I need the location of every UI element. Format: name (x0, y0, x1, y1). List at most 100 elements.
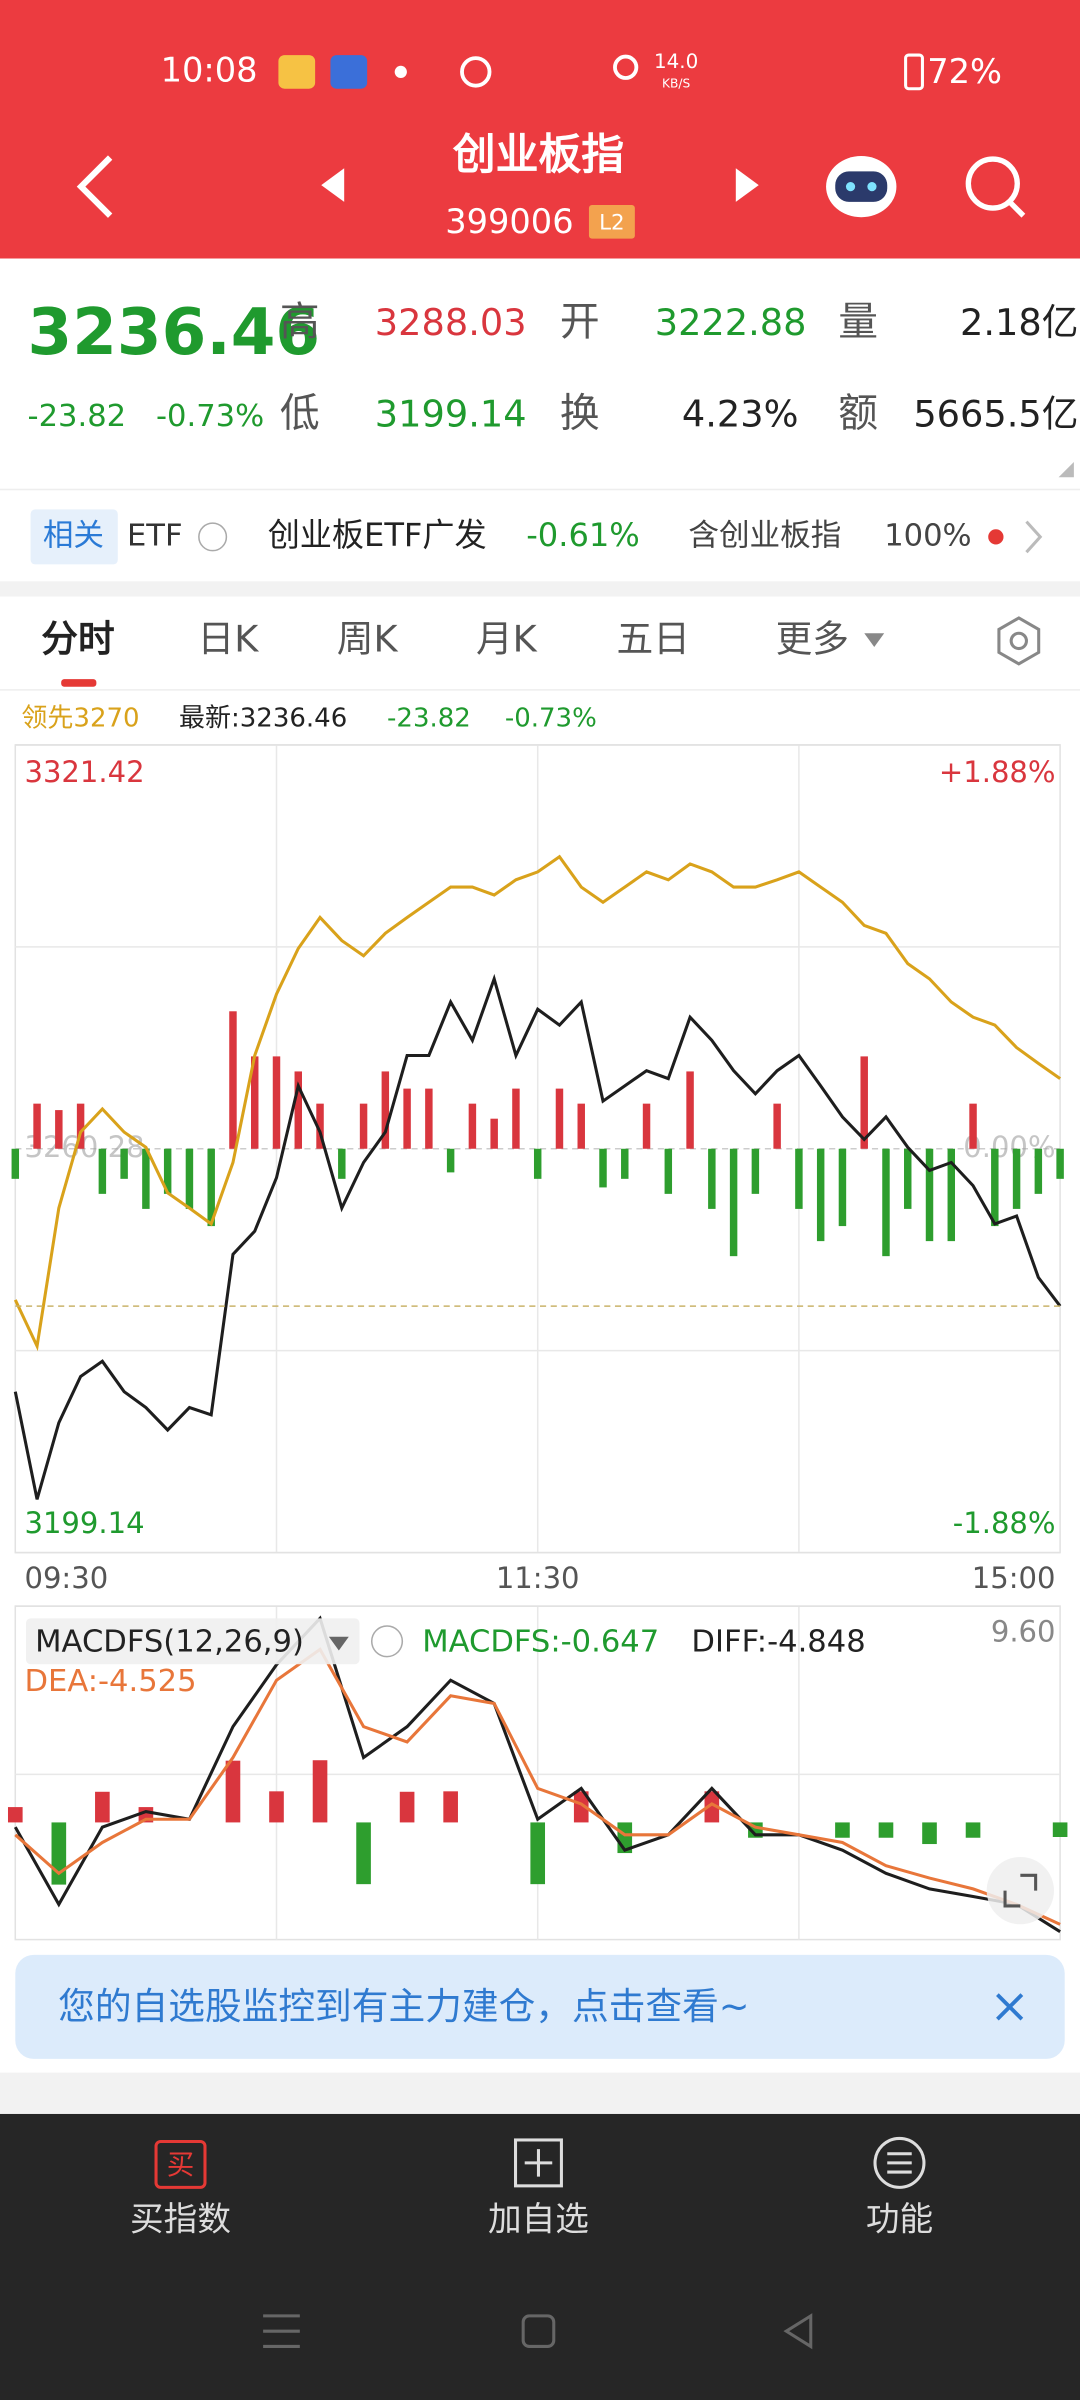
bar (530, 1822, 546, 1885)
bar (312, 1760, 328, 1823)
tab-indicator (61, 679, 97, 687)
banner-close[interactable] (996, 1993, 1024, 2021)
bar (120, 1148, 128, 1179)
net-speed: 14.0 (654, 50, 698, 73)
change-pct: -0.73% (156, 399, 264, 434)
tab[interactable]: 五日 (616, 617, 689, 660)
title: 创业板指 (453, 130, 624, 180)
bar (225, 1760, 241, 1823)
status-dot (394, 65, 407, 79)
bar (163, 1148, 172, 1194)
chevron[interactable] (1025, 520, 1043, 554)
prev-button[interactable] (321, 168, 345, 202)
status-icon (278, 55, 316, 89)
bar (969, 1103, 977, 1149)
red-dot (988, 529, 1004, 545)
line (13, 973, 1062, 1500)
search-handle (1007, 200, 1026, 218)
menu-icon (873, 2136, 926, 2189)
battery: 72% (927, 52, 1002, 91)
nav-item[interactable]: 买指数 (130, 2200, 231, 2239)
bar (642, 1103, 651, 1149)
bar (229, 1011, 237, 1149)
bar (708, 1148, 716, 1209)
bar (686, 1071, 694, 1149)
bar (904, 1148, 912, 1209)
sys-home[interactable] (521, 2314, 556, 2348)
bar (98, 1148, 107, 1194)
macd-chart: 9.60 MACDFS(12,26,9) MACDFS:-0.647 DIFF:-4.… (7, 1605, 1068, 1941)
tab[interactable]: 更多 (776, 617, 849, 660)
holding-label: 含创业板指 (688, 518, 841, 553)
tab[interactable]: 日K (198, 617, 260, 660)
battery-icon (904, 53, 924, 91)
legend: 最新:3236.46 (179, 703, 347, 733)
expand-button[interactable] (986, 1856, 1054, 1925)
bar (860, 1056, 868, 1149)
field-value: 3199.14 (375, 393, 527, 436)
etf-name[interactable]: 创业板ETF广发 (268, 516, 487, 554)
sys-menu[interactable] (263, 2314, 300, 2348)
gap (0, 581, 1080, 597)
bar (965, 1822, 981, 1838)
x-tick-label: 15:00 (972, 1561, 1056, 1595)
field-label: 换 (560, 391, 600, 437)
help-icon[interactable] (370, 1625, 404, 1658)
change: -23.82 (28, 399, 127, 434)
x-tick-label: 11:30 (496, 1561, 580, 1595)
bar (443, 1791, 458, 1823)
back-button[interactable] (76, 155, 113, 218)
badge-bg (588, 204, 635, 239)
nav-item[interactable]: 加自选 (488, 2200, 589, 2239)
bar (33, 1103, 41, 1149)
status-icon (330, 55, 368, 89)
bar (399, 1791, 415, 1823)
bar (599, 1148, 607, 1188)
bar (751, 1148, 760, 1194)
bar (338, 1148, 346, 1179)
bar (773, 1103, 781, 1149)
bar (142, 1148, 150, 1209)
etf-type: ETF (127, 518, 183, 553)
banner[interactable]: 您的自选股监控到有主力建仓，点击查看~ (58, 1985, 749, 2028)
intraday-chart: 领先3270 最新:3236.46 -23.82 -0.73%3321.423260.… (11, 703, 1064, 1595)
header-bg (0, 0, 1080, 259)
help-icon[interactable] (198, 522, 228, 552)
bar (664, 1148, 673, 1194)
expand-icon (1003, 1873, 1038, 1908)
y2-tick-label: -1.88% (953, 1506, 1056, 1540)
sys-back[interactable] (783, 2313, 813, 2350)
tab[interactable]: 周K (337, 617, 399, 660)
bar (621, 1148, 629, 1179)
bar (51, 1822, 67, 1885)
bar (381, 1071, 390, 1149)
bar (925, 1148, 934, 1242)
badge: L2 (599, 210, 625, 235)
search-button[interactable] (965, 156, 1020, 211)
tabs: 分时 日K 周K 月K 五日 更多 (41, 617, 849, 660)
field-label: 量 (838, 299, 878, 345)
line (13, 854, 1061, 1352)
indicator-select[interactable] (26, 1618, 360, 1665)
status-time: 10:08 (161, 50, 258, 89)
bar (468, 1103, 477, 1149)
field-label: 开 (560, 299, 600, 345)
add-plus (524, 2149, 553, 2177)
field-value: 2.18亿 (960, 301, 1078, 344)
y-tick-label: 3199.14 (24, 1506, 144, 1540)
legend: DEA:-4.525 (24, 1664, 196, 1699)
tab[interactable]: 分时 (41, 617, 114, 660)
bar (704, 1791, 720, 1823)
next-button[interactable] (735, 168, 759, 202)
settings-button[interactable] (997, 616, 1041, 666)
field-value: 3222.88 (655, 301, 807, 344)
field-label: 额 (838, 391, 878, 437)
bar (512, 1088, 520, 1149)
bar (76, 1103, 85, 1149)
legend: -23.82 (387, 703, 471, 733)
nav-item[interactable]: 功能 (866, 2200, 933, 2239)
banner-bg[interactable] (15, 1954, 1065, 2059)
tab[interactable]: 月K (476, 617, 538, 660)
